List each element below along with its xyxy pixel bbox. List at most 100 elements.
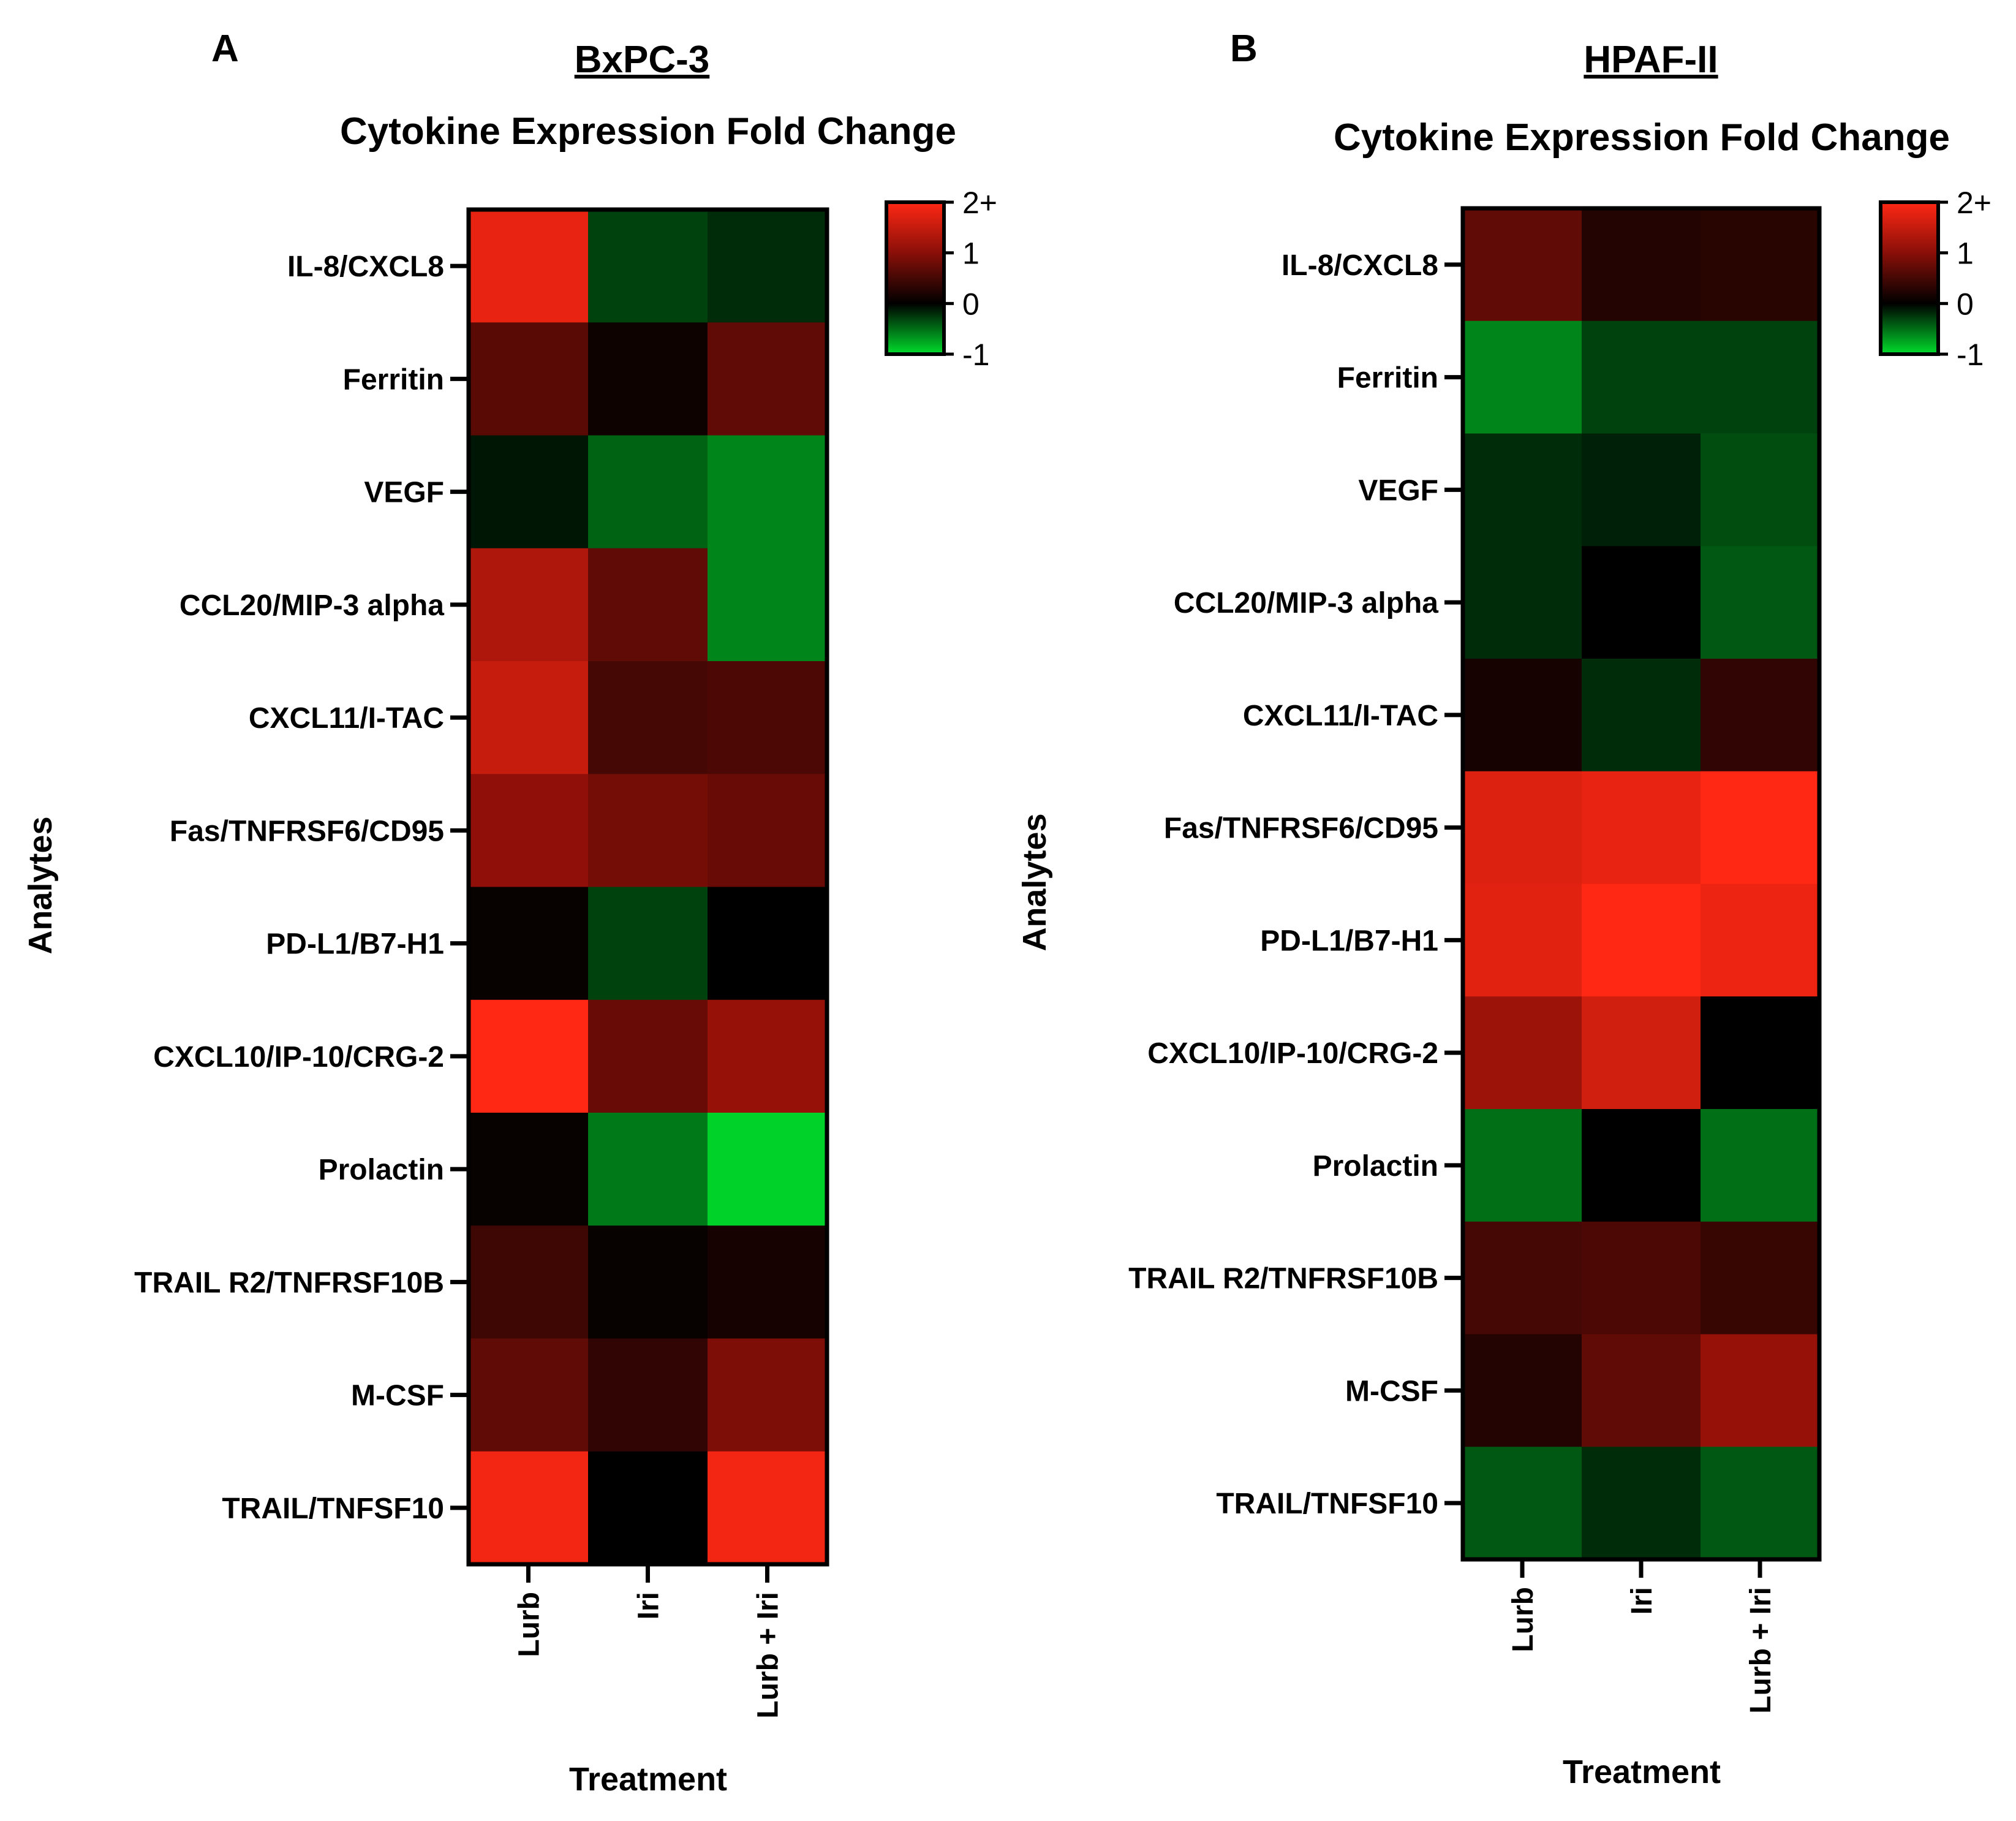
row-label-b-2: VEGF: [1358, 474, 1438, 507]
heatmap-cell-a-r9-c2: [708, 1225, 828, 1339]
colorbar-label-a-2: 0: [962, 287, 980, 321]
heatmap-cell-a-r10-c1: [588, 1338, 708, 1452]
row-label-b-9: TRAIL R2/TNFRSF10B: [1128, 1263, 1438, 1295]
heatmap-cell-b-r7-c1: [1582, 996, 1701, 1110]
heatmap-cell-a-r4-c1: [588, 661, 708, 774]
heatmap-cell-a-r6-c2: [708, 887, 828, 1001]
heatmap-cell-b-r8-c1: [1582, 1109, 1701, 1222]
heatmap-cell-b-r5-c0: [1463, 771, 1582, 885]
row-label-b-0: IL-8/CXCL8: [1282, 249, 1438, 282]
heatmap-cell-b-r11-c1: [1582, 1447, 1701, 1560]
row-label-a-2: VEGF: [364, 477, 444, 509]
heatmap-cell-a-r2-c2: [708, 435, 828, 549]
heatmap-cell-b-r8-c0: [1463, 1109, 1582, 1222]
heatmap-cell-b-r10-c0: [1463, 1334, 1582, 1447]
colorbar-label-b-3: -1: [1957, 338, 1984, 372]
heatmap-cell-a-r5-c0: [469, 774, 589, 888]
heatmap-cell-a-r8-c2: [708, 1113, 828, 1226]
heatmap-cell-a-r9-c0: [469, 1225, 589, 1339]
heatmap-cell-a-r7-c2: [708, 999, 828, 1113]
row-label-b-6: PD-L1/B7-H1: [1260, 925, 1438, 957]
colorbar-label-a-3: -1: [962, 338, 989, 372]
panel-letter-b: B: [1230, 28, 1258, 70]
heatmap-cell-a-r1-c2: [708, 322, 828, 436]
row-label-a-1: Ferritin: [343, 363, 444, 396]
heatmap-cell-b-r4-c1: [1582, 659, 1701, 772]
heatmap-cell-a-r3-c1: [588, 548, 708, 662]
heatmap-cell-b-r2-c1: [1582, 433, 1701, 547]
heatmap-cell-a-r10-c2: [708, 1338, 828, 1452]
heatmap-cell-b-r4-c0: [1463, 659, 1582, 772]
x-axis-label-b: Treatment: [1563, 1754, 1721, 1790]
heatmap-cell-b-r3-c2: [1701, 546, 1820, 659]
cell-line-title-a: BxPC-3: [575, 39, 710, 81]
colorbar-a: 2+ 1 0 -1: [885, 186, 997, 372]
colorbar-label-b-1: 1: [1957, 237, 1974, 271]
row-label-a-8: Prolactin: [319, 1154, 444, 1186]
heatmap-cell-a-r6-c1: [588, 887, 708, 1001]
y-axis-label-a: Analytes: [22, 816, 59, 954]
heatmap-cell-a-r2-c1: [588, 435, 708, 549]
col-label-a-2: Lurb + Iri: [752, 1592, 785, 1719]
col-label-b-2: Lurb + Iri: [1745, 1587, 1777, 1714]
chart-title-a: Cytokine Expression Fold Change: [340, 110, 956, 153]
heatmap-cell-b-r9-c2: [1701, 1221, 1820, 1335]
colorbar-gradient-b: [1879, 200, 1940, 356]
heatmap-a: IL-8/CXCL8 Ferritin VEGF CCL20/MIP-3 alpha C…: [134, 207, 829, 1719]
heatmap-cell-b-r3-c0: [1463, 546, 1582, 659]
colorbar-ticks-b: 2+ 1 0 -1: [1938, 186, 1991, 372]
heatmap-cell-a-r10-c0: [469, 1338, 589, 1452]
row-label-a-9: TRAIL R2/TNFRSF10B: [134, 1266, 444, 1299]
col-label-a-0: Lurb: [513, 1592, 546, 1657]
heatmap-cell-b-r9-c1: [1582, 1221, 1701, 1335]
colorbar-gradient-a: [885, 200, 946, 356]
panel-b: B HPAF-II Cytokine Expression Fold Chang…: [1016, 28, 1991, 1790]
col-label-a-1: Iri: [633, 1592, 665, 1619]
heatmap-cell-b-r2-c0: [1463, 433, 1582, 547]
x-axis-label-a: Treatment: [569, 1761, 727, 1798]
heatmap-cell-a-r11-c1: [588, 1451, 708, 1565]
heatmap-cell-a-r6-c0: [469, 887, 589, 1001]
panel-a: A BxPC-3 Cytokine Expression Fold Change…: [22, 28, 997, 1798]
heatmap-cell-b-r3-c1: [1582, 546, 1701, 659]
row-label-b-10: M-CSF: [1345, 1375, 1438, 1407]
row-label-b-3: CCL20/MIP-3 alpha: [1174, 587, 1438, 619]
heatmap-cell-b-r4-c2: [1701, 659, 1820, 772]
row-label-a-4: CXCL11/I-TAC: [249, 702, 444, 735]
heatmap-cell-a-r1-c0: [469, 322, 589, 436]
heatmap-cell-b-r0-c0: [1463, 208, 1582, 322]
heatmap-cell-a-r1-c1: [588, 322, 708, 436]
heatmap-cell-a-r8-c0: [469, 1113, 589, 1226]
row-label-b-8: Prolactin: [1313, 1150, 1438, 1183]
heatmap-cell-b-r6-c2: [1701, 884, 1820, 997]
chart-title-b: Cytokine Expression Fold Change: [1334, 116, 1950, 159]
heatmap-cell-b-r1-c0: [1463, 320, 1582, 434]
heatmap-cell-a-r4-c2: [708, 661, 828, 774]
row-label-a-10: M-CSF: [351, 1380, 444, 1412]
row-label-a-6: PD-L1/B7-H1: [266, 928, 444, 961]
heatmap-cell-b-r5-c2: [1701, 771, 1820, 885]
heatmap-cell-b-r0-c1: [1582, 208, 1701, 322]
heatmap-cell-a-r0-c2: [708, 210, 828, 323]
heatmap-cell-a-r11-c0: [469, 1451, 589, 1565]
heatmap-cell-a-r2-c0: [469, 435, 589, 549]
heatmap-cell-b-r7-c0: [1463, 996, 1582, 1110]
heatmap-cell-b-r9-c0: [1463, 1221, 1582, 1335]
heatmap-cell-b-r10-c2: [1701, 1334, 1820, 1447]
heatmap-cell-b-r1-c1: [1582, 320, 1701, 434]
colorbar-b: 2+ 1 0 -1: [1879, 186, 1991, 372]
row-label-a-11: TRAIL/TNFSF10: [222, 1493, 444, 1525]
heatmap-b: IL-8/CXCL8 Ferritin VEGF CCL20/MIP-3 alpha C…: [1128, 206, 1822, 1714]
colorbar-label-b-2: 0: [1957, 287, 1974, 321]
colorbar-label-b-0: 2+: [1957, 186, 1991, 220]
row-label-a-5: Fas/TNFRSF6/CD95: [170, 815, 444, 847]
heatmap-cell-b-r2-c2: [1701, 433, 1820, 547]
row-label-b-7: CXCL10/IP-10/CRG-2: [1147, 1037, 1438, 1070]
heatmap-cell-a-r7-c0: [469, 999, 589, 1113]
y-axis-label-b: Analytes: [1016, 813, 1053, 951]
heatmap-cell-a-r3-c2: [708, 548, 828, 662]
heatmap-cell-b-r7-c2: [1701, 996, 1820, 1110]
heatmap-cell-a-r9-c1: [588, 1225, 708, 1339]
row-label-b-11: TRAIL/TNFSF10: [1216, 1488, 1438, 1520]
